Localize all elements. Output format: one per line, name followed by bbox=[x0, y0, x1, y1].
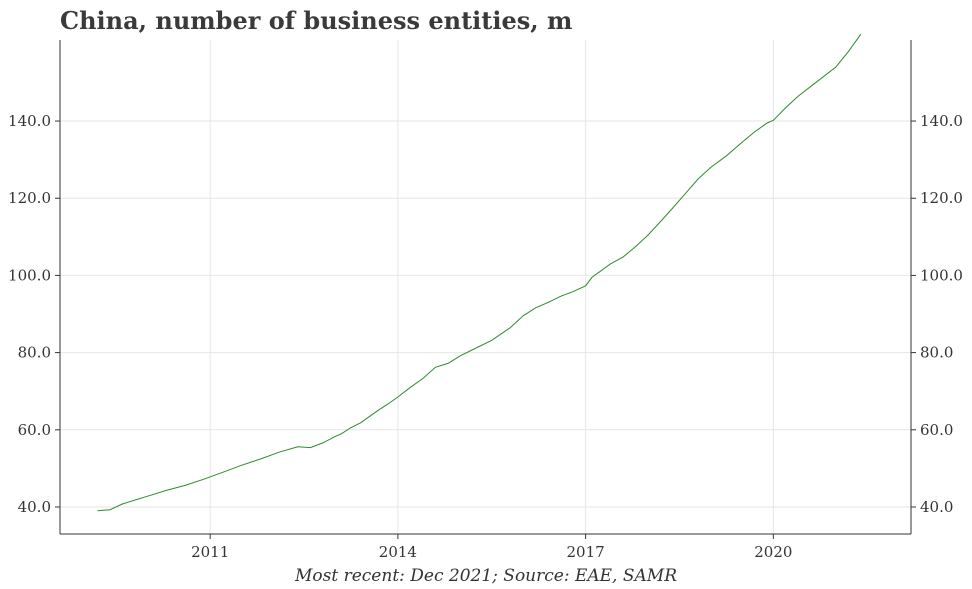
chart-title: China, number of business entities, m bbox=[60, 6, 573, 35]
x-tick-label: 2011 bbox=[191, 543, 229, 561]
chart-source-note: Most recent: Dec 2021; Source: EAE, SAMR bbox=[295, 566, 677, 586]
y-tick-label-right: 140.0 bbox=[920, 112, 963, 130]
y-tick-label-left: 140.0 bbox=[8, 112, 51, 130]
y-tick-label-right: 60.0 bbox=[920, 421, 953, 439]
axes bbox=[55, 40, 916, 539]
series-line bbox=[97, 33, 862, 512]
tick-labels: 40.0 40.0 60.0 60.0 80.0 80.0 100.0 100.0 120.0 1… bbox=[8, 112, 963, 561]
y-tick-label-left: 80.0 bbox=[18, 344, 51, 362]
x-tick-label: 2014 bbox=[379, 543, 417, 561]
y-tick-label-left: 60.0 bbox=[18, 421, 51, 439]
y-tick-label-left: 40.0 bbox=[18, 498, 51, 516]
y-tick-label-right: 120.0 bbox=[920, 189, 963, 207]
y-tick-label-right: 40.0 bbox=[920, 498, 953, 516]
y-tick-label-right: 80.0 bbox=[920, 344, 953, 362]
y-tick-label-right: 100.0 bbox=[920, 266, 963, 284]
x-tick-label: 2017 bbox=[567, 543, 605, 561]
y-tick-label-left: 120.0 bbox=[8, 189, 51, 207]
series-lines bbox=[97, 33, 862, 512]
x-tick-label: 2020 bbox=[754, 543, 792, 561]
grid-lines bbox=[60, 40, 911, 534]
y-tick-label-left: 100.0 bbox=[8, 266, 51, 284]
